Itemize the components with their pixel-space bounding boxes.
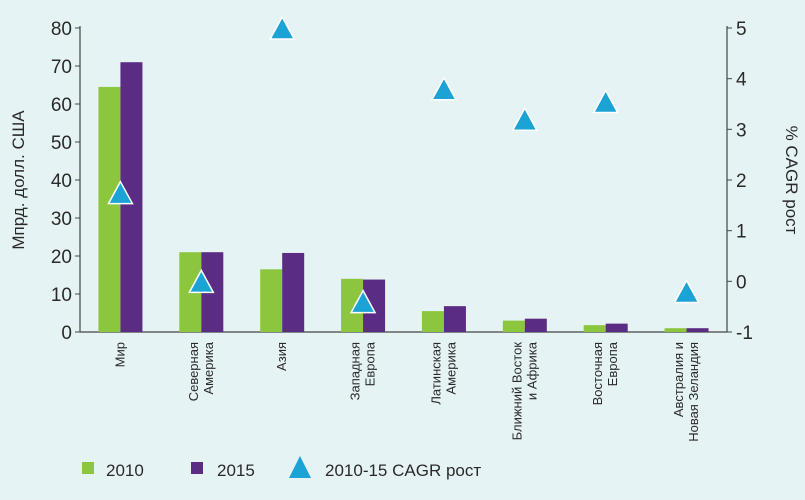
category-label-line: и Африка — [524, 341, 539, 400]
legend-swatch-2015 — [191, 462, 203, 474]
legend-label-cagr: 2010-15 CAGR рост — [325, 461, 481, 480]
y-right-tick-label: 2 — [736, 171, 747, 192]
cagr-marker-1 — [188, 268, 215, 294]
bar-2010-3 — [341, 278, 364, 332]
category-label-5: Ближний Востоки Африка — [509, 341, 539, 440]
y-left-tick-label: 40 — [51, 171, 72, 192]
category-label-line: Америка — [201, 341, 216, 394]
bar-2010-2 — [260, 269, 283, 332]
bar-2015-3 — [363, 279, 386, 332]
category-label-line: Америка — [443, 341, 458, 394]
legend-label-2010: 2010 — [106, 461, 144, 480]
axes — [79, 26, 728, 333]
bar-2010-7 — [664, 328, 687, 332]
bar-2015-6 — [605, 323, 628, 332]
y-left-tick-label: 50 — [51, 133, 72, 154]
bar-2015-2 — [282, 252, 305, 332]
category-label-line: Австралия и — [671, 342, 686, 417]
bar-2010-6 — [583, 325, 606, 332]
category-label-line: Северная — [186, 342, 201, 401]
y-left-tick-label: 0 — [61, 323, 72, 344]
category-label-4: ЛатинскаяАмерика — [428, 341, 458, 404]
category-labels: Мир СевернаяАмерика Азия ЗападнаяЕвропа Лати… — [112, 341, 701, 442]
y-left-tick-label: 20 — [51, 247, 72, 268]
category-label-line: Мир — [112, 342, 127, 367]
left-axis-ticks: 0 10 20 30 40 50 60 70 80 — [51, 19, 80, 344]
category-label-line: Латинская — [428, 342, 443, 405]
category-label-line: Азия — [274, 342, 289, 371]
category-label-line: Европа — [605, 341, 620, 386]
legend-label-2015: 2015 — [217, 461, 255, 480]
y-right-tick-label: 1 — [736, 222, 747, 243]
category-label-2: Азия — [274, 342, 289, 371]
bar-2010-4 — [421, 311, 444, 332]
cagr-marker-0 — [107, 180, 134, 205]
y-right-tick-label: 5 — [736, 19, 747, 40]
category-label-0: Мир — [112, 342, 127, 367]
cagr-marker-3 — [349, 289, 377, 314]
bar-2010-5 — [502, 320, 525, 332]
category-label-6: ВосточнаяЕвропа — [590, 341, 620, 405]
category-label-1: СевернаяАмерика — [186, 341, 216, 401]
right-axis-ticks: -1 0 1 2 3 4 5 — [727, 19, 753, 344]
category-label-7: Австралия иНовая Зеландия — [671, 342, 701, 442]
y-right-tick-label: 3 — [736, 120, 747, 141]
cagr-marker-6 — [592, 88, 619, 114]
cagr-marker-5 — [511, 106, 539, 131]
legend: 2010 2015 2010-15 CAGR рост — [82, 456, 481, 480]
bar-2015-4 — [443, 306, 466, 332]
cagr-marker-4 — [430, 76, 458, 101]
category-label-line: Европа — [363, 341, 378, 386]
bar-2010-0 — [98, 86, 121, 333]
legend-swatch-2010 — [82, 462, 94, 474]
y-left-tick-label: 80 — [51, 19, 72, 40]
y-right-tick-label: 4 — [736, 70, 747, 91]
y-right-tick-label: 0 — [736, 272, 747, 293]
y-axis-left-label: Мпрд. долл. США — [9, 110, 28, 250]
cagr-marker-7 — [673, 278, 700, 304]
category-label-line: Восточная — [590, 342, 605, 405]
y-right-tick-label: -1 — [736, 323, 753, 344]
bar-2015-7 — [686, 328, 709, 332]
y-left-tick-label: 30 — [51, 209, 72, 230]
y-left-tick-label: 10 — [51, 285, 72, 306]
cagr-markers — [107, 15, 700, 314]
category-label-line: Новая Зеландия — [686, 342, 701, 442]
category-label-line: Ближний Восток — [509, 342, 524, 441]
y-left-tick-label: 60 — [51, 95, 72, 116]
y-left-tick-label: 70 — [51, 57, 72, 78]
bars — [98, 62, 709, 333]
category-label-line: Западная — [348, 342, 363, 400]
category-label-3: ЗападнаяЕвропа — [348, 341, 378, 400]
cagr-marker-2 — [268, 15, 296, 40]
bar-2015-5 — [524, 318, 547, 332]
legend-swatch-cagr — [289, 456, 311, 478]
bar-2015-0 — [120, 62, 143, 332]
y-axis-right-label: % CAGR рост — [782, 126, 801, 235]
